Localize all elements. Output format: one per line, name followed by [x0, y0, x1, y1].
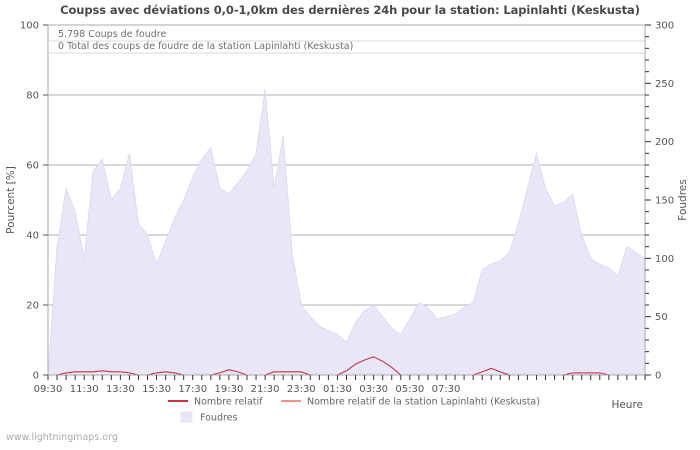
ytick-label-right: 50 [655, 312, 668, 323]
ytick-label-right: 100 [655, 254, 674, 265]
x-axis-title: Heure [611, 399, 643, 411]
ytick-label-right: 150 [655, 196, 674, 207]
ytick-label-left: 20 [26, 301, 39, 312]
xtick-label: 05:30 [395, 384, 424, 395]
ytick-label-right: 300 [655, 21, 674, 32]
ytick-label-right: 250 [655, 79, 674, 90]
ytick-label-left: 100 [20, 21, 39, 32]
left-axis-title: Pourcent [%] [5, 166, 17, 234]
ytick-label-left: 60 [26, 161, 39, 172]
legend-label-foudres: Foudres [200, 413, 238, 424]
xtick-label: 01:30 [323, 384, 352, 395]
legend-label-nombre-relatif-station: Nombre relatif de la station Lapinlahti … [307, 397, 540, 408]
area-series-foudres [47, 89, 646, 376]
xtick-label: 19:30 [214, 384, 243, 395]
xtick-label: 23:30 [287, 384, 316, 395]
legend-label-nombre-relatif: Nombre relatif [194, 397, 263, 408]
xtick-label: 15:30 [142, 384, 171, 395]
xtick-label: 03:30 [359, 384, 388, 395]
xtick-label: 09:30 [34, 384, 63, 395]
watermark: www.lightningmaps.org [6, 432, 118, 443]
xtick-label: 07:30 [432, 384, 461, 395]
right-axis-title: Foudres [677, 179, 689, 220]
ytick-label-left: 0 [33, 371, 39, 382]
page-title: Coupss avec déviations 0,0-1,0km des der… [60, 3, 640, 17]
ytick-label-right: 200 [655, 137, 674, 148]
ytick-label-left: 40 [26, 231, 39, 242]
xtick-label: 21:30 [251, 384, 280, 395]
xtick-label: 17:30 [178, 384, 207, 395]
xtick-label: 11:30 [70, 384, 99, 395]
ytick-label-left: 80 [26, 91, 39, 102]
ytick-label-right: 0 [655, 371, 661, 382]
legend-swatch-foudres [180, 411, 193, 423]
xtick-label: 13:30 [106, 384, 135, 395]
annotation-station-strokes: 0 Total des coups de foudre de la statio… [58, 41, 353, 52]
annotation-total-strokes: 5.798 Coups de foudre [58, 29, 166, 40]
